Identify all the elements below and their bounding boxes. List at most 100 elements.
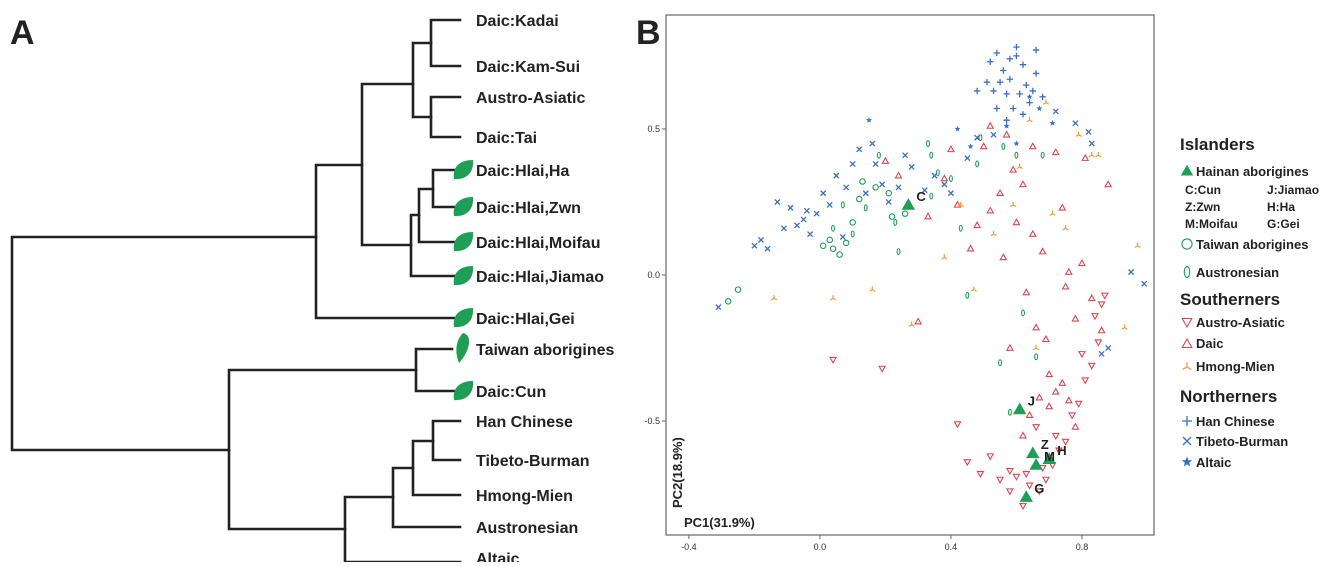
point-tibeto-burman	[1098, 350, 1105, 357]
leaf-icon	[453, 266, 474, 286]
point-daic	[946, 145, 955, 153]
point-hainan-aborigines	[1029, 458, 1043, 470]
leaf-icon	[453, 232, 474, 252]
point-austronesian	[863, 204, 868, 212]
point-han-chinese	[990, 87, 997, 95]
legend-code-m: M:Moifau	[1185, 217, 1238, 231]
legend-code-c: C:Cun	[1185, 183, 1221, 197]
legend-group-northerners: Northerners	[1180, 387, 1277, 406]
point-daic	[1019, 180, 1027, 188]
point-daic	[1005, 343, 1014, 351]
point-han-chinese	[973, 87, 981, 95]
point-daic	[1077, 258, 1086, 267]
legend-daic-label: Daic	[1196, 336, 1223, 351]
point-taiwan-aborigines	[885, 189, 892, 197]
point-hmong-mien	[941, 254, 948, 260]
point-austro-asiatic	[829, 356, 838, 365]
point-han-chinese	[1003, 90, 1010, 98]
x-tick-label: 0.0	[814, 542, 827, 552]
point-hmong-mien	[1010, 201, 1017, 208]
point-austronesian	[998, 359, 1003, 367]
point-hmong-mien	[1062, 225, 1069, 231]
point-daic	[1051, 387, 1060, 395]
point-austro-asiatic	[1055, 447, 1063, 455]
legend-hainan-label: Hainan aborigines	[1196, 164, 1309, 179]
point-han-chinese	[1023, 81, 1030, 89]
point-daic	[1081, 153, 1090, 161]
point-tibeto-burman	[820, 190, 827, 197]
point-hmong-mien	[1088, 152, 1095, 158]
point-daic	[996, 188, 1005, 196]
point-tibeto-burman	[964, 155, 971, 162]
point-daic	[1012, 218, 1021, 226]
dendrogram	[10, 18, 462, 564]
point-hmong-mien	[1095, 152, 1102, 158]
legend-code-g: G:Gei	[1267, 217, 1300, 231]
point-han-chinese	[1019, 61, 1027, 68]
point-tibeto-burman	[908, 163, 915, 170]
point-austro-asiatic	[1032, 424, 1041, 432]
point-han-chinese	[993, 49, 1000, 57]
tree-leaf-daic-hlai-moifau: Daic:Hlai,Moifau	[476, 235, 600, 252]
point-tibeto-burman	[862, 190, 869, 197]
point-austro-asiatic	[963, 459, 972, 467]
point-tibeto-burman	[921, 187, 928, 194]
point-altaic	[967, 143, 974, 150]
point-tibeto-burman	[843, 184, 850, 191]
point-daic	[1051, 147, 1060, 156]
point-han-chinese	[1000, 67, 1007, 74]
point-tibeto-burman	[1085, 128, 1092, 135]
legend-marker-austro-asiatic	[1181, 317, 1193, 329]
point-han-chinese	[1029, 87, 1037, 95]
legend-code-z: Z:Zwn	[1185, 200, 1220, 214]
point-austronesian	[1014, 151, 1019, 159]
point-austro-asiatic	[1077, 351, 1086, 359]
point-daic	[1045, 402, 1054, 410]
point-han-chinese	[1039, 93, 1046, 100]
point-label-m: M	[1044, 449, 1055, 464]
point-hmong-mien	[990, 230, 997, 237]
tree-leaf-daic-tai: Daic:Tai	[476, 130, 537, 147]
tree-leaf-daic-kam-sui: Daic:Kam-Sui	[476, 59, 580, 76]
legend-marker-taiwan	[1181, 238, 1193, 250]
point-taiwan-aborigines	[836, 251, 843, 258]
point-tibeto-burman	[1072, 120, 1079, 127]
tree-branch	[429, 18, 462, 68]
point-daic	[1022, 288, 1031, 296]
point-hainan-aborigines	[1026, 446, 1040, 459]
point-han-chinese	[996, 78, 1004, 86]
tree-leaf-tibeto-burman: Tibeto-Burman	[476, 453, 589, 470]
tree-leaf-daic-hlai-jiamao: Daic:Hlai,Jiamao	[476, 269, 604, 286]
point-daic	[1071, 314, 1080, 322]
legend-austro-asiatic-label: Austro-Asiatic	[1196, 315, 1285, 330]
point-austronesian	[929, 151, 934, 159]
point-austronesian	[876, 151, 881, 159]
point-hmong-mien	[1032, 344, 1040, 351]
point-tibeto-burman	[990, 131, 997, 138]
point-austronesian	[975, 160, 980, 168]
point-daic	[1035, 393, 1044, 401]
point-tibeto-burman	[833, 172, 840, 179]
point-hainan-aborigines	[1042, 452, 1056, 464]
tree-branch	[360, 82, 415, 247]
leaf-icon	[453, 160, 474, 180]
point-han-chinese	[1026, 99, 1033, 106]
point-daic	[979, 142, 988, 150]
tree-branch	[429, 95, 462, 139]
point-austro-asiatic	[1005, 488, 1014, 496]
point-hmong-mien	[1075, 131, 1082, 137]
point-austro-asiatic	[1081, 377, 1090, 385]
legend-marker-hmong-mien	[1182, 362, 1192, 371]
point-austronesian	[896, 248, 901, 256]
point-austro-asiatic	[878, 365, 887, 373]
point-tibeto-burman	[803, 207, 810, 214]
point-hainan-aborigines	[1013, 402, 1027, 415]
tree-branch	[431, 168, 456, 209]
point-austro-asiatic	[1097, 301, 1106, 309]
point-austro-asiatic	[953, 421, 962, 429]
y-tick-label: 0.5	[647, 124, 660, 134]
point-tibeto-burman	[774, 198, 781, 205]
point-taiwan-aborigines	[819, 242, 827, 250]
point-tibeto-burman	[856, 146, 863, 153]
point-han-chinese	[1013, 43, 1020, 51]
